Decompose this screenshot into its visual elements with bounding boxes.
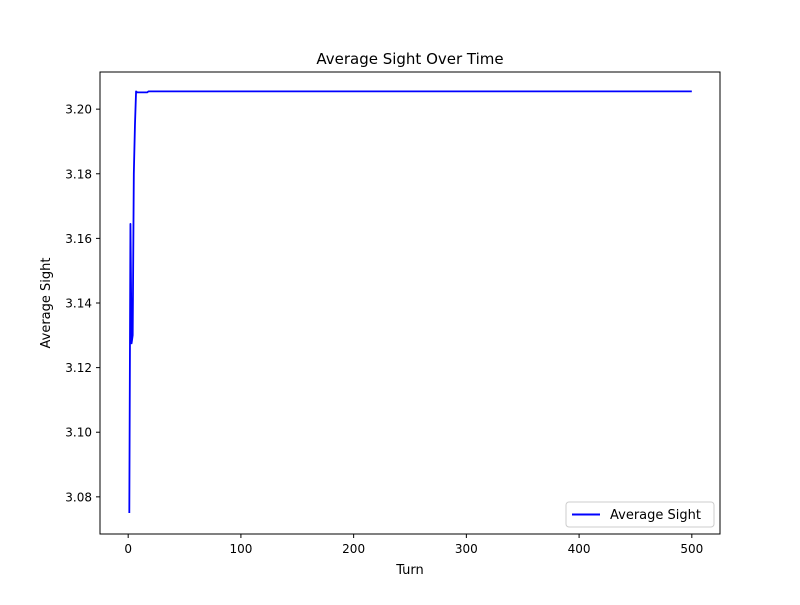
y-tick-label: 3.08 <box>65 490 92 504</box>
legend: Average Sight <box>565 501 715 528</box>
series-line-0 <box>128 90 692 514</box>
y-axis: 3.08 3.10 3.12 3.14 3.16 3.18 3.20 <box>65 103 100 504</box>
y-tick-label: 3.18 <box>65 167 92 181</box>
x-tick-label: 400 <box>568 542 591 556</box>
legend-label: Average Sight <box>610 508 701 523</box>
y-tick-label: 3.16 <box>65 232 92 246</box>
x-tick-label: 300 <box>455 542 478 556</box>
x-tick-label: 0 <box>124 542 132 556</box>
y-tick-label: 3.20 <box>65 103 92 117</box>
y-tick-label: 3.12 <box>65 361 92 375</box>
x-tick-label: 200 <box>342 542 365 556</box>
legend-box <box>565 501 715 528</box>
y-axis-label: Average Sight <box>39 258 54 349</box>
y-tick-label: 3.14 <box>65 297 92 311</box>
chart-title: Average Sight Over Time <box>316 50 503 68</box>
plot-area <box>99 71 721 535</box>
y-tick-label: 3.10 <box>65 426 92 440</box>
x-axis: 0 100 200 300 400 500 <box>124 534 703 556</box>
x-axis-label: Turn <box>395 563 424 578</box>
x-tick-label: 100 <box>229 542 252 556</box>
axes-frame <box>99 71 721 535</box>
x-tick-label: 500 <box>680 542 703 556</box>
